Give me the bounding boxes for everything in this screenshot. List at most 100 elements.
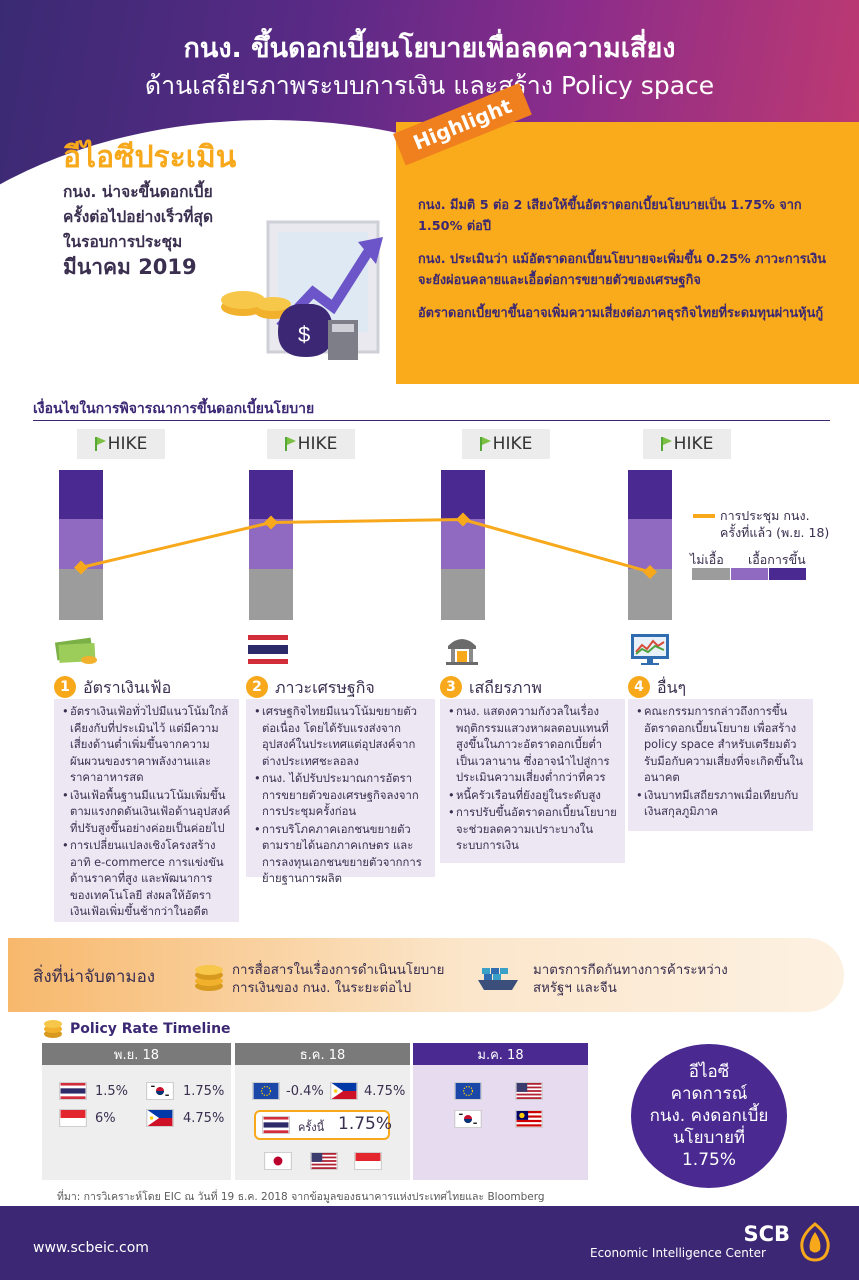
coins-icon: [44, 1020, 62, 1038]
category-title-inflation: อัตราเงินเฟ้อ: [83, 678, 172, 697]
thai-flag-icon: [248, 635, 288, 664]
philippines-flag-icon: [330, 1082, 358, 1100]
condition-bar-stability: [441, 470, 485, 620]
category-number: 4: [628, 676, 650, 698]
watch-text: สหรัฐฯ และจีน: [533, 981, 617, 996]
condition-bar-inflation: [59, 470, 103, 620]
watch-item-trade-war: มาตรการกีดกันทางการค้าระหว่าง สหรัฐฯ และ…: [533, 962, 728, 998]
forecast-circle: อีไอซี คาดการณ์ กนง. คงดอกเบี้ย นโยบายที…: [631, 1044, 787, 1188]
flag-icon: [479, 437, 491, 451]
previous-meeting-marker: [264, 515, 278, 530]
category-card-stability: กนง. แสดงความกังวลในเรื่องพฤติกรรมแสวงหา…: [440, 699, 625, 863]
hike-label: HIKE: [297, 434, 338, 454]
category-card-economy: เศรษฐกิจไทยมีแนวโน้มขยายตัวต่อเนื่อง โดย…: [246, 699, 435, 885]
page-title: กนง. ขึ้นดอกเบี้ยนโยบายเพื่อลดความเสี่ยง: [183, 33, 676, 64]
highlight-point-2: กนง. ประเมินว่า แม้อัตราดอกเบี้ยนโยบายจะ…: [418, 252, 826, 288]
list-item: เศรษฐกิจไทยมีแนวโน้มขยายตัวต่อเนื่อง โดย…: [254, 704, 427, 770]
legend-line-text: การประชุม กนง.: [720, 508, 810, 523]
indonesia-flag-icon: [354, 1152, 382, 1170]
thailand-flag-icon: [262, 1116, 290, 1134]
timeline-panel-jan: [413, 1065, 588, 1180]
category-card-other: คณะกรรมการกล่าวถึงการขึ้นอัตราดอกเบี้ยนโ…: [628, 699, 813, 831]
section-divider: [33, 420, 830, 421]
highlight-box: [396, 122, 859, 384]
footer: [0, 1206, 859, 1280]
eu-flag-icon: [454, 1082, 482, 1100]
list-item: หนี้ครัวเรือนที่ยังอยู่ในระดับสูง: [448, 788, 617, 805]
timeline-header-jan: ม.ค. 18: [413, 1043, 588, 1065]
list-item: อัตราเงินเฟ้อทั่วไปมีแนวโน้มใกล้เคียงกับ…: [62, 704, 231, 787]
hike-badge: HIKE: [643, 429, 731, 459]
eic-line: ในรอบการประชุม: [63, 233, 183, 251]
eic-line: กนง. น่าจะขึ้นดอกเบี้ย: [63, 183, 213, 201]
watch-label: สิ่งที่น่าจับตามอง: [33, 967, 156, 987]
bank-icon: [446, 639, 478, 665]
rate-korea-nov: 1.75%: [183, 1084, 225, 1099]
eic-line: ครั้งต่อไปอย่างเร็วที่สุด: [63, 208, 214, 226]
legend-line-text: ครั้งที่แล้ว (พ.ย. 18): [720, 525, 830, 540]
hike-label: HIKE: [492, 434, 533, 454]
thailand-flag-icon: [59, 1082, 87, 1100]
flag-icon: [660, 437, 672, 451]
korea-flag-icon: [146, 1082, 174, 1100]
rate-indonesia-nov: 6%: [95, 1111, 116, 1126]
timeline-title: Policy Rate Timeline: [70, 1021, 231, 1037]
eic-line-month: มีนาคม 2019: [63, 255, 197, 279]
forecast-text: อีไอซี: [688, 1062, 730, 1082]
timeline-header-nov: พ.ย. 18: [42, 1043, 231, 1065]
money-icon: [54, 637, 97, 664]
list-item: เงินเฟ้อพื้นฐานมีแนวโน้มเพิ่มขึ้นตามแรงก…: [62, 788, 231, 838]
forecast-text: คาดการณ์: [670, 1084, 748, 1104]
list-item: เงินบาทมีเสถียรภาพเมื่อเทียบกับเงินสกุลภ…: [636, 788, 805, 821]
category-title-other: อื่นๆ: [657, 678, 687, 697]
forecast-text: กนง. คงดอกเบี้ย: [649, 1106, 769, 1126]
legend-line-swatch: [693, 514, 715, 518]
hike-badge: HIKE: [462, 429, 550, 459]
legend-swatch-gray: [692, 568, 730, 580]
forecast-text: 1.75%: [681, 1150, 736, 1170]
eu-flag-icon: [252, 1082, 280, 1100]
source-note: ที่มา: การวิเคราะห์โดย EIC ณ วันที่ 19 ธ…: [57, 1191, 545, 1203]
condition-bar-economy: [249, 470, 293, 620]
category-title-economy: ภาวะเศรษฐกิจ: [275, 678, 375, 697]
forecast-text: นโยบายที่: [672, 1128, 746, 1148]
eic-assessment-heading: อีไอซีประเมิน: [63, 140, 237, 175]
conditions-title: เงื่อนไขในการพิจารณาการขึ้นดอกเบี้ยนโยบา…: [33, 401, 315, 417]
legend-swatch-mid: [731, 568, 768, 580]
legend-favor: เอื้อการขึ้น: [748, 552, 806, 567]
hike-label: HIKE: [673, 434, 714, 454]
hike-label: HIKE: [107, 434, 148, 454]
legend-line-label: การประชุม กนง. ครั้งที่แล้ว (พ.ย. 18): [720, 507, 829, 541]
list-item: กนง. ได้ปรับประมาณการอัตราการขยายตัวของเ…: [254, 771, 427, 821]
list-item: กนง. แสดงความกังวลในเรื่องพฤติกรรมแสวงหา…: [448, 704, 617, 787]
previous-meeting-marker: [74, 560, 88, 575]
category-number: 3: [440, 676, 462, 698]
watch-item-communication: การสื่อสารในเรื่องการดำเนินนโยบาย การเงิ…: [232, 962, 444, 998]
footer-brand: SCB: [743, 1222, 790, 1246]
legend-swatch-purple: [769, 568, 806, 580]
rate-eu-dec: -0.4%: [286, 1084, 324, 1099]
legend-not-favor: ไม่เอื้อ: [690, 552, 724, 567]
usa-flag-icon: [310, 1152, 338, 1170]
scb-logo-icon: [800, 1222, 830, 1262]
list-item: การปรับขึ้นอัตราดอกเบี้ยนโยบายจะช่วยลดคว…: [448, 805, 617, 855]
flag-icon: [284, 437, 296, 451]
rate-thailand-nov: 1.5%: [95, 1084, 129, 1099]
list-item: คณะกรรมการกล่าวถึงการขึ้นอัตราดอกเบี้ยนโ…: [636, 704, 805, 787]
hike-badge: HIKE: [77, 429, 165, 459]
category-number: 2: [246, 676, 268, 698]
timeline-header-dec: ธ.ค. 18: [235, 1043, 410, 1065]
footer-url-link[interactable]: www.scbeic.com: [33, 1240, 149, 1256]
flag-icon: [94, 437, 106, 451]
japan-flag-icon: [264, 1152, 292, 1170]
eic-assessment-text: กนง. น่าจะขึ้นดอกเบี้ย ครั้งต่อไปอย่างเร…: [63, 180, 263, 280]
rate-philippines-nov: 4.75%: [183, 1111, 225, 1126]
category-title-stability: เสถียรภาพ: [469, 678, 542, 697]
chart-monitor-icon: [631, 634, 669, 665]
usa-flag-icon: [515, 1082, 543, 1100]
this-time-label: ครั้งนี้: [298, 1121, 325, 1134]
highlight-point-1: กนง. มีมติ 5 ต่อ 2 เสียงให้ขึ้นอัตราดอกเ…: [418, 198, 802, 234]
list-item: การบริโภคภาคเอกชนขยายตัวตามรายได้นอกภาคเ…: [254, 822, 427, 888]
coins-icon: [195, 965, 223, 991]
svg-text:$: $: [298, 322, 310, 347]
